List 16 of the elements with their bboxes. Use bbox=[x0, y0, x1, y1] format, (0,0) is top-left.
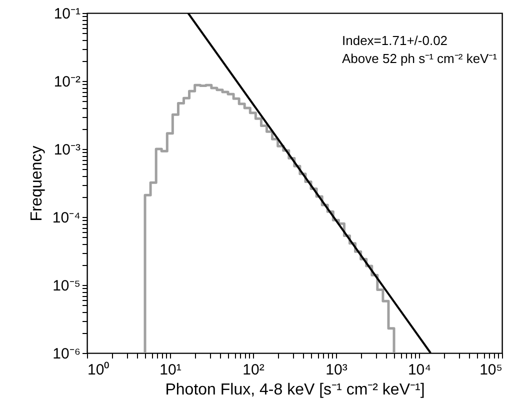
y-tick-label: 10⁻⁶ bbox=[52, 346, 80, 362]
y-tick-label: 10⁻⁴ bbox=[52, 210, 80, 226]
x-tick-label: 10¹ bbox=[160, 362, 182, 378]
x-tick-label: 10⁰ bbox=[88, 362, 110, 378]
x-tick-label: 10⁴ bbox=[408, 362, 432, 378]
annotation: Index=1.71+/-0.02 bbox=[342, 33, 448, 48]
x-tick-label: 10² bbox=[242, 362, 264, 378]
y-tick-label: 10⁻² bbox=[54, 74, 80, 90]
x-tick-label: 10⁵ bbox=[480, 362, 502, 378]
y-tick-label: 10⁻³ bbox=[54, 142, 80, 158]
y-axis-title: Frequency bbox=[28, 146, 46, 222]
y-tick-label: 10⁻⁵ bbox=[52, 278, 80, 294]
x-axis-title: Photon Flux, 4-8 keV [s⁻¹ cm⁻² keV⁻¹] bbox=[165, 382, 425, 398]
annotation: Above 52 ph s⁻¹ cm⁻² keV⁻¹ bbox=[342, 51, 498, 66]
y-tick-label: 10⁻¹ bbox=[54, 6, 80, 22]
x-tick-label: 10³ bbox=[326, 362, 348, 378]
